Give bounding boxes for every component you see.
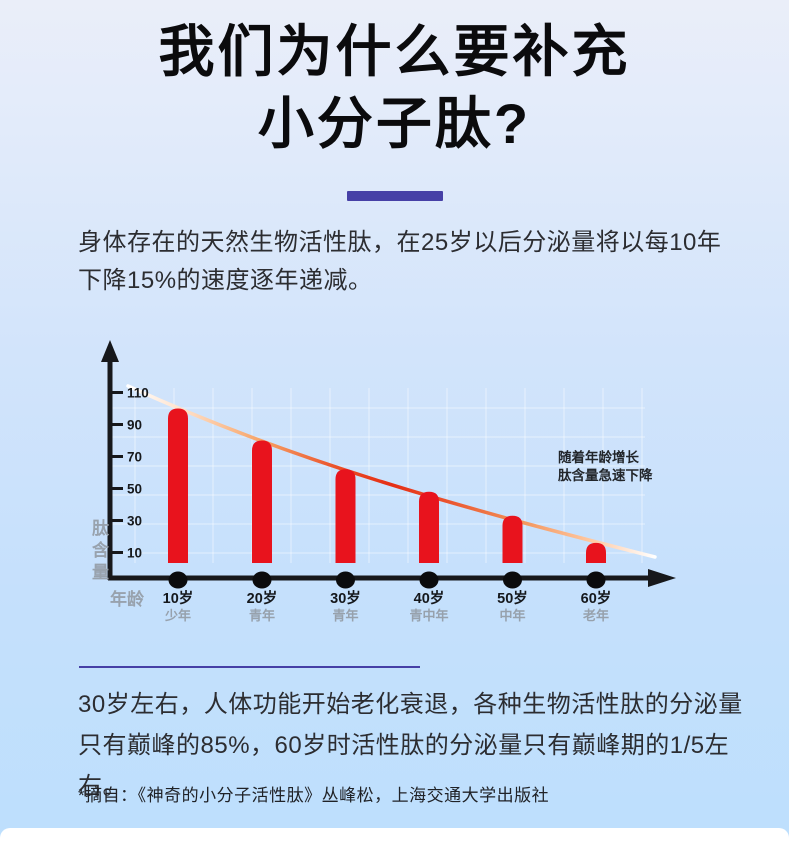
intro-paragraph: 身体存在的天然生物活性肽，在25岁以后分泌量将以每10年下降15%的速度逐年递减… <box>78 229 722 294</box>
conclusion-paragraph: 30岁左右，人体功能开始老化衰退，各种生物活性肽的分泌量只有巅峰的85%，60岁… <box>78 691 743 800</box>
y-tick-label: 30 <box>127 514 142 529</box>
y-axis-title-char: 肽 <box>92 518 110 538</box>
page-title-line1: 我们为什么要补充 <box>158 20 631 83</box>
category-sublabel: 少年 <box>164 608 191 623</box>
bar <box>335 469 356 563</box>
category-sublabel: 中年 <box>499 608 525 623</box>
bar <box>168 408 188 563</box>
y-tick-label: 50 <box>127 482 142 497</box>
category-sublabel: 青年 <box>249 608 275 623</box>
y-tick-label: 70 <box>127 450 142 465</box>
title-underline-bar <box>346 191 443 201</box>
category-sublabel: 青中年 <box>409 608 448 623</box>
bottom-white-strip <box>0 828 789 845</box>
bar <box>419 491 439 563</box>
category-label: 50岁 <box>497 589 528 607</box>
axis-dot <box>252 571 272 589</box>
y-tick-label: 90 <box>127 418 142 433</box>
axis-dot <box>336 571 355 589</box>
y-tick-label: 110 <box>127 386 149 401</box>
bar <box>252 440 272 563</box>
peptide-decline-bar-chart: 110907050301010岁少年20岁青年30岁青年40岁青中年50岁中年6… <box>92 340 676 623</box>
category-label: 20岁 <box>247 589 278 607</box>
category-label: 10岁 <box>163 589 194 607</box>
axis-dot <box>168 571 188 589</box>
category-sublabel: 青年 <box>332 608 358 623</box>
trend-curve <box>126 384 657 559</box>
axis-dot <box>586 571 606 589</box>
citation-footnote: *摘自：《神奇的小分子活性肽》丛峰松，上海交通大学出版社 <box>78 786 550 805</box>
section-divider-line <box>79 666 420 668</box>
y-axis-title-char: 量 <box>92 562 109 582</box>
y-axis-arrow-icon <box>101 340 119 362</box>
axis-dot <box>419 571 439 589</box>
chart-annotation-line: 随着年龄增长 <box>558 449 639 465</box>
y-tick-label: 10 <box>127 546 142 561</box>
chart-area: 110 90 70 50 30 10 10岁 少年 20岁 青年 30岁 青年 40岁 青中年 50岁 中年 6… <box>0 330 789 635</box>
page-title-line2: 小分子肽? <box>257 92 532 155</box>
x-axis-arrow-icon <box>648 569 676 587</box>
axis-dot <box>503 571 522 589</box>
category-sublabel: 老年 <box>582 608 609 623</box>
chart-annotation-line: 肽含量急速下降 <box>558 467 653 483</box>
page-title: 我们为什么要补充 小分子肽? <box>0 16 789 160</box>
category-label: 60岁 <box>581 589 612 607</box>
bar <box>502 515 523 563</box>
bar <box>586 542 606 563</box>
x-axis-title: 年龄 <box>110 589 145 609</box>
y-axis-title-char: 含 <box>92 540 110 560</box>
category-label: 30岁 <box>330 589 361 607</box>
category-label: 40岁 <box>414 589 445 607</box>
